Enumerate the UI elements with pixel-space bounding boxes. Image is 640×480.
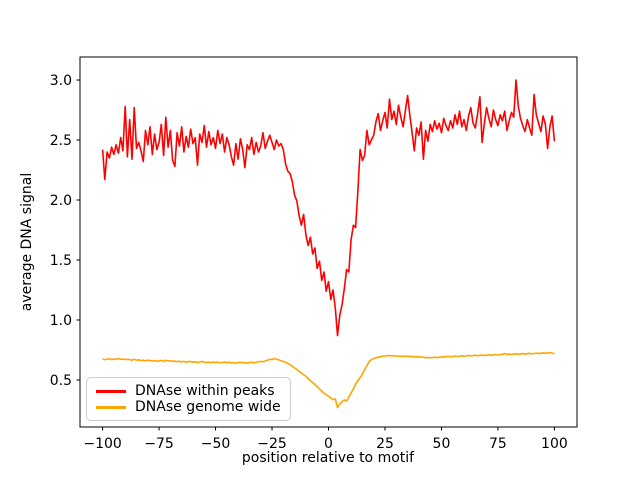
series-line-dnase-within-peaks <box>101 79 556 337</box>
x-tick-label: −50 <box>201 436 231 452</box>
x-axis-ticks: −100 −75 −50 −25 0 25 50 75 100 <box>83 427 568 452</box>
legend-item-dnase-genome-wide: DNAse genome wide <box>96 399 282 415</box>
plot-area <box>80 57 577 427</box>
x-tick-label: −100 <box>83 436 121 452</box>
series-group <box>101 79 556 409</box>
x-tick-label: 75 <box>489 436 507 452</box>
x-tick-label: 100 <box>541 436 568 452</box>
red-line-swatch-icon <box>96 389 126 393</box>
legend-label-dnase-within-peaks: DNAse within peaks <box>135 383 275 399</box>
y-tick-label: 0.5 <box>50 373 72 389</box>
x-tick-label: −75 <box>144 436 174 452</box>
y-tick-label: 2.5 <box>50 133 72 149</box>
legend-item-dnase-within-peaks: DNAse within peaks <box>96 383 282 399</box>
x-tick-label: 0 <box>324 436 333 452</box>
orange-line-swatch-icon <box>96 405 126 409</box>
y-tick-label: 1.0 <box>50 313 72 329</box>
y-tick-label: 3.0 <box>50 73 72 89</box>
y-tick-label: 2.0 <box>50 193 72 209</box>
x-axis-label: position relative to motif <box>242 450 415 466</box>
y-axis-label: average DNA signal <box>19 173 35 311</box>
series-line-dnase-genome-wide <box>102 351 555 409</box>
legend-label-dnase-genome-wide: DNAse genome wide <box>135 399 281 415</box>
y-axis-ticks: 0.5 1.0 1.5 2.0 2.5 3.0 <box>50 73 80 389</box>
x-tick-label: 25 <box>376 436 394 452</box>
x-tick-label: −25 <box>257 436 287 452</box>
x-tick-label: 50 <box>433 436 451 452</box>
y-tick-label: 1.5 <box>50 253 72 269</box>
legend: DNAse within peaks DNAse genome wide <box>86 377 291 421</box>
